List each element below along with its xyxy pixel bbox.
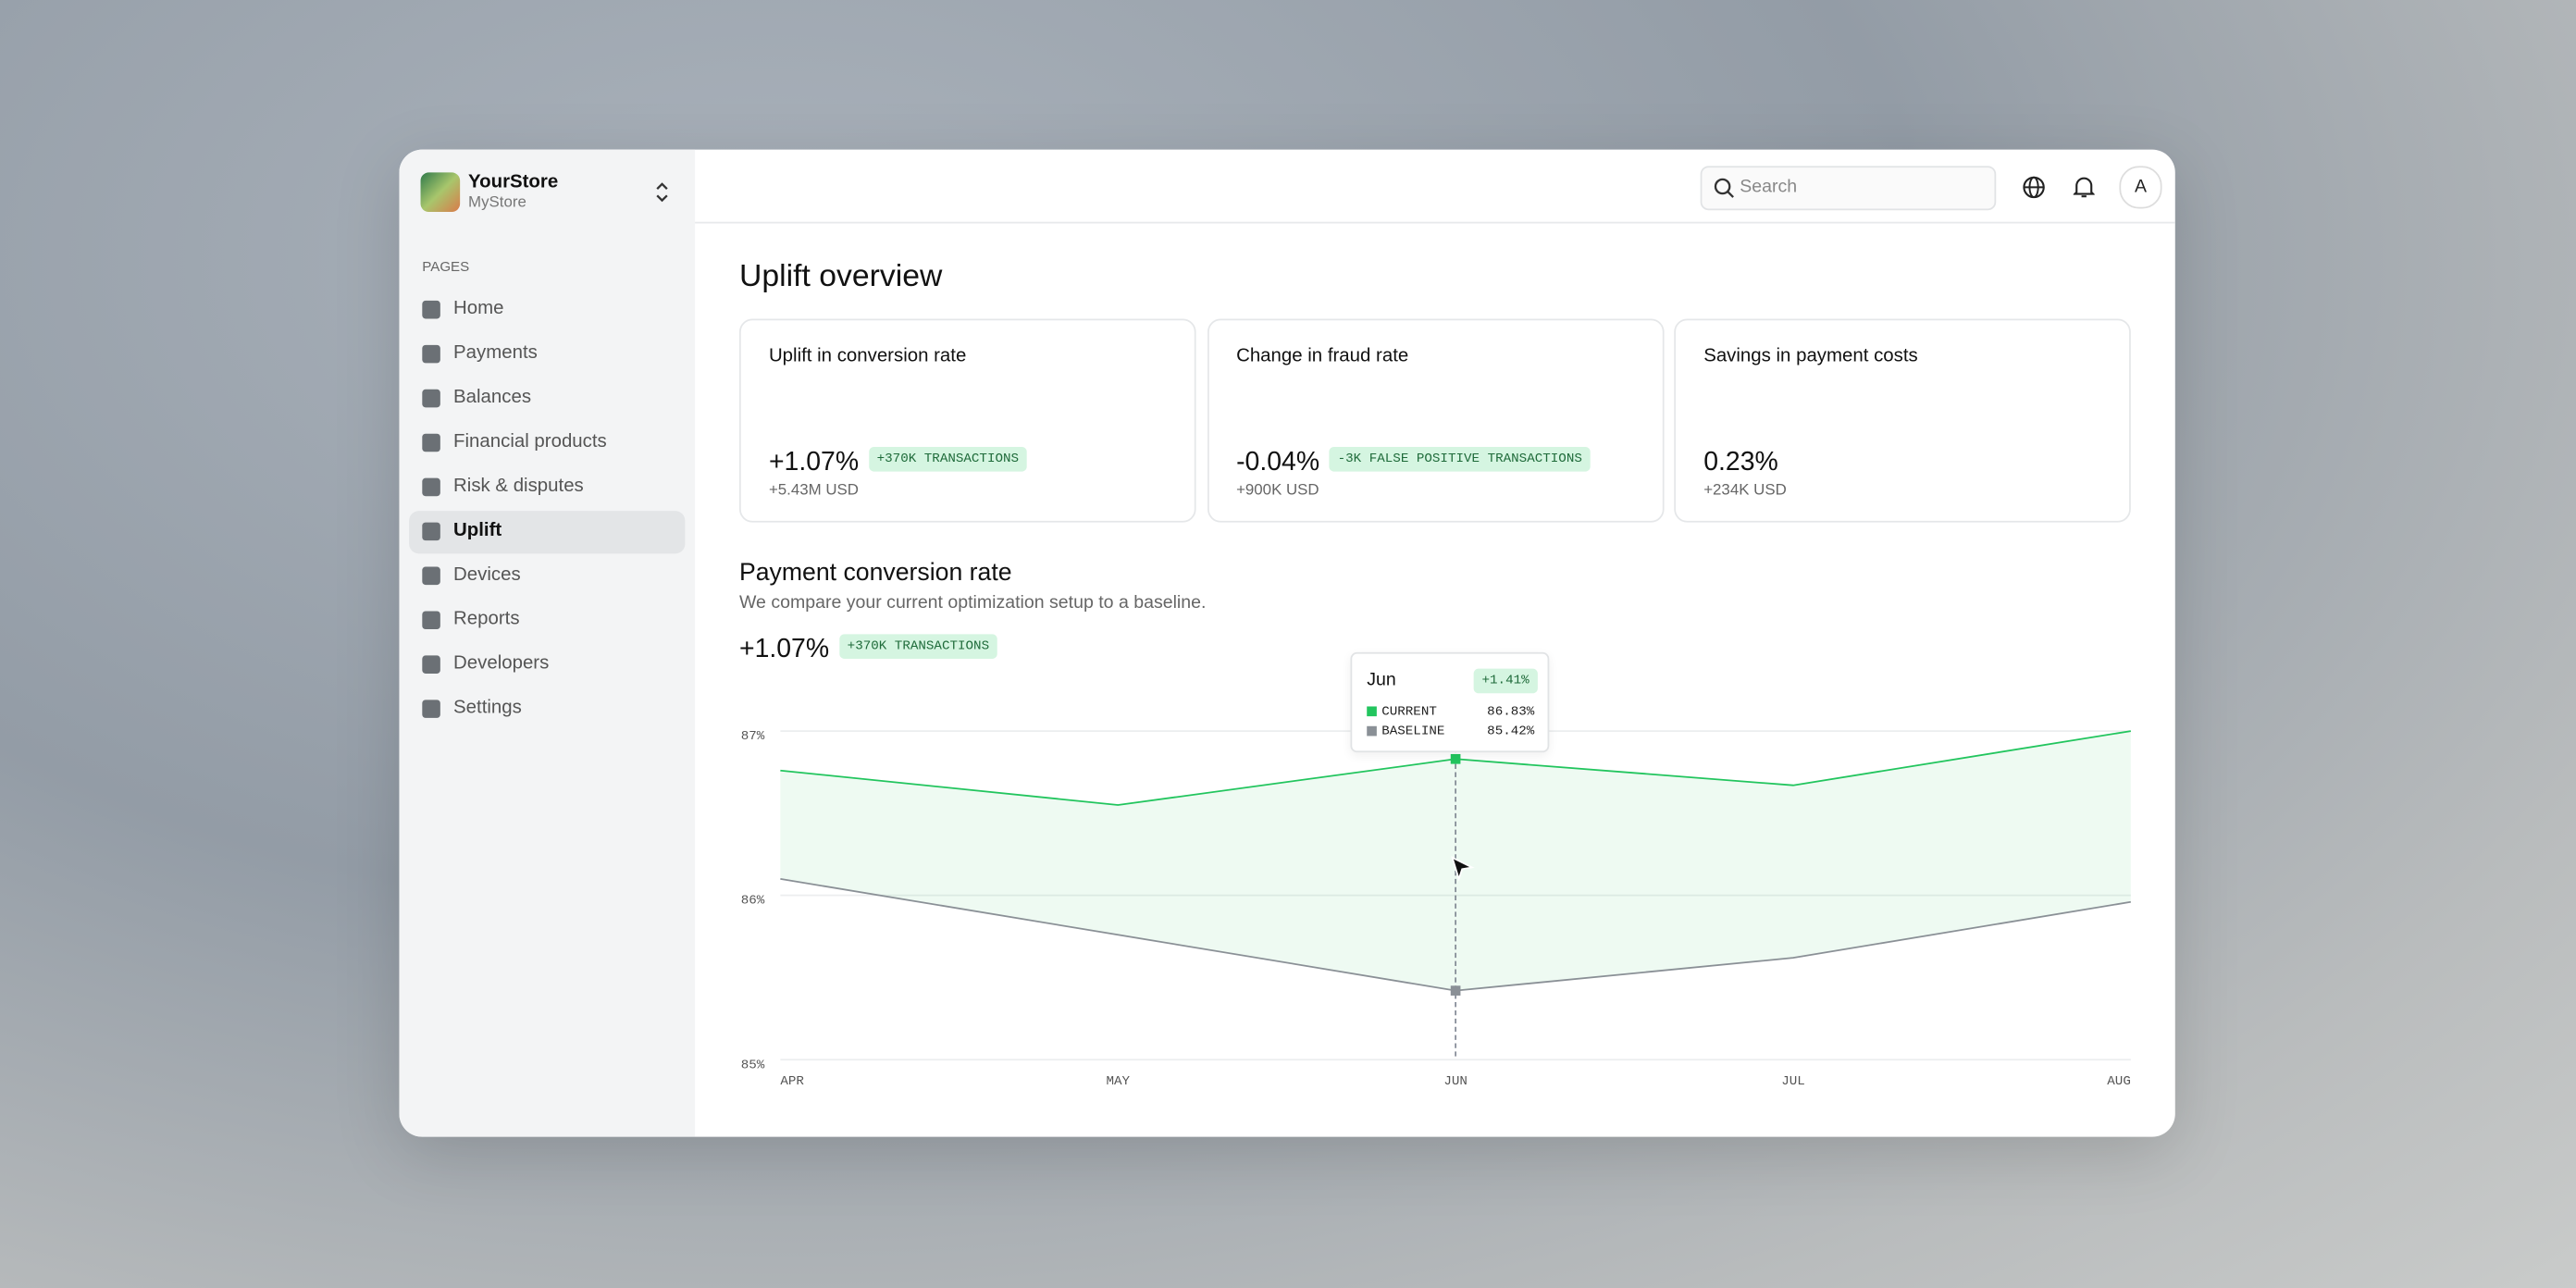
x-tick-label: JUN: [1443, 1074, 1468, 1089]
card-value: +1.07%: [768, 448, 860, 477]
nav-label: Payments: [453, 343, 538, 364]
tooltip-series: BASELINE: [1381, 724, 1445, 739]
nav-label: Risk & disputes: [453, 476, 584, 497]
header-border: [695, 221, 2175, 224]
nav-icon: [422, 566, 440, 586]
card-value: -0.04%: [1236, 448, 1320, 477]
card-title: Savings in payment costs: [1703, 346, 1918, 366]
tooltip-delta: +1.41%: [1473, 669, 1538, 694]
nav-icon: [422, 433, 440, 452]
card-value-row: -0.04% -3K FALSE POSITIVE TRANSACTIONS: [1236, 447, 1591, 478]
card-sub: +900K USD: [1236, 481, 1319, 500]
nav-label: Reports: [453, 609, 520, 630]
avatar[interactable]: A: [2119, 166, 2162, 209]
nav-label: Uplift: [453, 520, 502, 541]
nav-label: Financial products: [453, 431, 607, 452]
card-value-row: +1.07% +370K TRANSACTIONS: [768, 447, 1027, 478]
bell-icon[interactable]: [2073, 176, 2095, 199]
metric-card: Savings in payment costs 0.23% +234K USD: [1674, 318, 2131, 523]
nav-icon: [422, 611, 440, 630]
nav-item[interactable]: Reports: [409, 600, 685, 642]
globe-icon[interactable]: [2023, 176, 2046, 199]
tooltip-title: Jun: [1367, 670, 1396, 690]
card-title: Uplift in conversion rate: [768, 346, 967, 366]
card-badge: +370K TRANSACTIONS: [868, 447, 1027, 473]
card-sub: +234K USD: [1703, 481, 1787, 500]
tooltip-value: 85.42%: [1487, 724, 1535, 739]
tooltip: Jun +1.41% CURRENT 86.83% BASELINE 85.42%: [1350, 651, 1550, 753]
nav-icon: [422, 522, 440, 541]
nav-item[interactable]: Financial products: [409, 422, 685, 464]
sidebar: YourStore MyStore PAGES Home Payments Bala…: [399, 149, 696, 1137]
nav-icon: [422, 655, 440, 674]
nav-item[interactable]: Risk & disputes: [409, 466, 685, 509]
store-logo: [420, 172, 461, 213]
nav-item[interactable]: Balances: [409, 378, 685, 420]
x-tick-label: MAY: [1106, 1074, 1130, 1089]
nav-item[interactable]: Home: [409, 289, 685, 331]
section-title: Payment conversion rate: [738, 558, 1012, 587]
nav-icon: [422, 700, 440, 718]
section-value: +1.07%: [738, 636, 830, 664]
nav-icon: [422, 300, 440, 319]
search-icon: [1714, 178, 1734, 198]
nav-icon: [422, 477, 440, 497]
nav-label: Devices: [453, 564, 521, 586]
card-sub: +5.43M USD: [768, 481, 859, 500]
nav-label: Home: [453, 299, 504, 319]
nav-item[interactable]: Settings: [409, 688, 685, 731]
x-tick-label: APR: [780, 1074, 804, 1089]
nav-item[interactable]: Devices: [409, 555, 685, 598]
y-tick-label: 87%: [741, 729, 765, 744]
y-tick-label: 85%: [741, 1058, 765, 1072]
card-title: Change in fraud rate: [1236, 346, 1409, 366]
nav-label: Balances: [453, 388, 532, 408]
chart: 85% 86% 87% APR MAY JUN JUL AUG: [741, 723, 2131, 1089]
search-placeholder: Search: [1740, 177, 1798, 198]
section-badge: +370K TRANSACTIONS: [838, 634, 997, 660]
store-name[interactable]: YourStore: [468, 172, 559, 192]
hover-marker: [1450, 753, 1461, 764]
page-title: Uplift overview: [738, 259, 943, 294]
nav-label: Developers: [453, 653, 550, 674]
store-sub: MyStore: [468, 193, 526, 213]
y-tick-label: 86%: [741, 894, 765, 909]
nav-icon: [422, 389, 440, 408]
tooltip-series: CURRENT: [1381, 704, 1437, 720]
card-value-row: 0.23%: [1703, 449, 1778, 478]
section-value-row: +1.07% +370K TRANSACTIONS: [738, 634, 997, 665]
search-box[interactable]: Search: [1700, 166, 1997, 211]
card-value: 0.23%: [1703, 448, 1778, 477]
nav-label: Settings: [453, 698, 522, 718]
x-tick-label: JUL: [1781, 1074, 1805, 1089]
metric-card: Change in fraud rate -0.04% -3K FALSE POSI…: [1207, 318, 1664, 523]
metric-card: Uplift in conversion rate +1.07% +370K TRA…: [738, 318, 1196, 523]
section-label: PAGES: [422, 257, 470, 275]
nav-icon: [422, 344, 440, 364]
legend-swatch: [1367, 706, 1377, 717]
cursor: [1451, 856, 1475, 882]
x-tick-label: AUG: [2107, 1074, 2131, 1089]
nav-item[interactable]: Uplift: [409, 511, 686, 554]
nav-item[interactable]: Developers: [409, 644, 685, 687]
section-subtitle: We compare your current optimization set…: [738, 592, 1207, 613]
hover-marker: [1450, 985, 1461, 996]
tooltip-value: 86.83%: [1487, 704, 1535, 720]
card-badge: -3K FALSE POSITIVE TRANSACTIONS: [1329, 447, 1591, 473]
switch-icon[interactable]: [655, 182, 668, 203]
legend-swatch: [1367, 725, 1377, 737]
app-window: YourStore MyStore PAGES Home Payments Bala…: [399, 149, 2175, 1137]
nav-item[interactable]: Payments: [409, 333, 685, 376]
